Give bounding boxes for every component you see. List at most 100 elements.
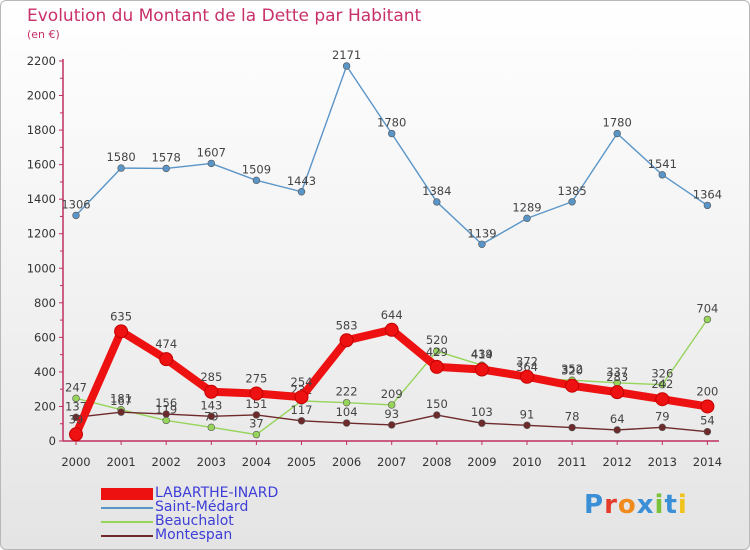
x-tick-label: 2011 — [557, 455, 586, 469]
data-label: 1541 — [648, 157, 677, 171]
logo-letter: r — [604, 490, 618, 520]
data-point — [523, 421, 531, 429]
legend-label-saint-medard: Saint-Médard — [155, 499, 249, 515]
data-point — [703, 201, 712, 210]
data-label: 103 — [471, 405, 493, 419]
logo-letter: t — [664, 490, 678, 520]
data-label: 337 — [606, 365, 628, 379]
x-tick-label: 2000 — [61, 455, 90, 469]
data-label: 1306 — [61, 197, 90, 211]
x-tick-label: 2010 — [512, 455, 541, 469]
data-point — [700, 399, 715, 414]
data-point — [297, 188, 306, 196]
data-label: 1443 — [287, 174, 316, 188]
data-label: 181 — [110, 392, 132, 406]
data-label: 439 — [471, 347, 493, 361]
data-point — [658, 380, 666, 389]
chart-subtitle: (en €) — [27, 28, 60, 41]
x-tick-label: 2003 — [197, 455, 226, 469]
data-point — [703, 315, 712, 324]
y-tick-label: 2000 — [27, 89, 56, 103]
data-point — [433, 198, 441, 206]
legend-label-labarthe-inard: LABARTHE-INARD — [155, 485, 279, 501]
data-point — [523, 214, 531, 223]
x-tick-label: 2006 — [332, 455, 361, 469]
data-point — [249, 386, 264, 401]
series-saint-medard: 1306 1580 1578 1607 1509 1443 2171 1780 1384 1139… — [61, 48, 722, 248]
data-label: 1578 — [152, 150, 181, 164]
data-point — [297, 417, 306, 425]
data-point — [655, 392, 670, 407]
data-label: 2171 — [332, 48, 361, 62]
x-tick-label: 2013 — [648, 455, 677, 469]
data-point — [252, 176, 261, 185]
data-label: 54 — [700, 414, 715, 428]
logo-letter: i — [677, 490, 688, 520]
x-tick-label: 2005 — [287, 455, 316, 469]
data-label: 326 — [651, 367, 673, 381]
data-label: 117 — [291, 403, 313, 417]
data-label: 156 — [155, 396, 177, 410]
y-tick-label: 600 — [34, 330, 56, 344]
data-point — [474, 362, 489, 377]
data-label: 1780 — [377, 116, 406, 130]
series-labarthe-inard: 39 635 474 285 275 254 583 644 429 414 372 320 283 24… — [69, 308, 718, 442]
data-label: 1607 — [197, 145, 226, 159]
data-point — [429, 359, 444, 374]
data-label: 242 — [651, 377, 673, 391]
data-point — [520, 369, 534, 384]
data-label: 635 — [110, 309, 132, 323]
data-point — [565, 378, 580, 393]
data-point — [610, 385, 625, 400]
data-label: 119 — [155, 402, 177, 416]
data-label: 91 — [520, 407, 535, 421]
data-label: 1780 — [603, 116, 632, 130]
data-label: 64 — [610, 412, 625, 426]
data-point — [162, 416, 170, 425]
data-label: 644 — [381, 308, 403, 322]
data-point — [294, 390, 309, 405]
data-label: 37 — [249, 417, 264, 431]
data-point — [342, 419, 351, 427]
data-point — [613, 129, 621, 138]
data-label: 704 — [696, 301, 718, 315]
data-label: 1385 — [557, 184, 586, 198]
data-point — [388, 401, 396, 409]
x-tick-label: 2009 — [467, 455, 496, 469]
y-tick-label: 400 — [34, 365, 56, 379]
y-tick-label: 1600 — [27, 158, 56, 172]
logo-letter: P — [584, 490, 605, 520]
data-label: 364 — [516, 360, 538, 374]
data-point — [159, 352, 174, 367]
data-point — [658, 423, 666, 432]
data-label: 150 — [426, 397, 448, 411]
data-point — [117, 408, 125, 416]
data-label: 583 — [336, 318, 358, 332]
y-tick-label: 2200 — [27, 54, 56, 68]
data-label: 247 — [65, 380, 87, 394]
legend-label-beauchalot: Beauchalot — [155, 513, 234, 529]
series-beauchalot: 2471811197937232222209520439364352337326… — [65, 301, 718, 439]
data-label: 254 — [291, 375, 313, 389]
y-tick-label: 200 — [34, 399, 56, 413]
x-tick-label: 2001 — [106, 455, 135, 469]
y-tick-label: 800 — [34, 296, 56, 310]
data-label: 1509 — [242, 162, 271, 176]
data-point — [613, 426, 621, 434]
y-tick-label: 1400 — [27, 192, 56, 206]
data-label: 285 — [200, 370, 222, 384]
data-label: 1384 — [422, 184, 451, 198]
data-point — [568, 423, 576, 432]
chart-title: Evolution du Montant de la Dette par Hab… — [27, 6, 422, 26]
data-point — [72, 394, 80, 403]
legend-swatch-beauchalot — [101, 521, 153, 523]
data-label: 209 — [381, 387, 403, 401]
data-point — [207, 412, 216, 420]
logo-letter: x — [636, 490, 655, 520]
data-point — [339, 333, 354, 348]
data-label: 520 — [426, 333, 448, 347]
y-tick-label: 0 — [49, 434, 56, 448]
data-label: 474 — [155, 337, 177, 351]
data-point — [433, 411, 441, 419]
